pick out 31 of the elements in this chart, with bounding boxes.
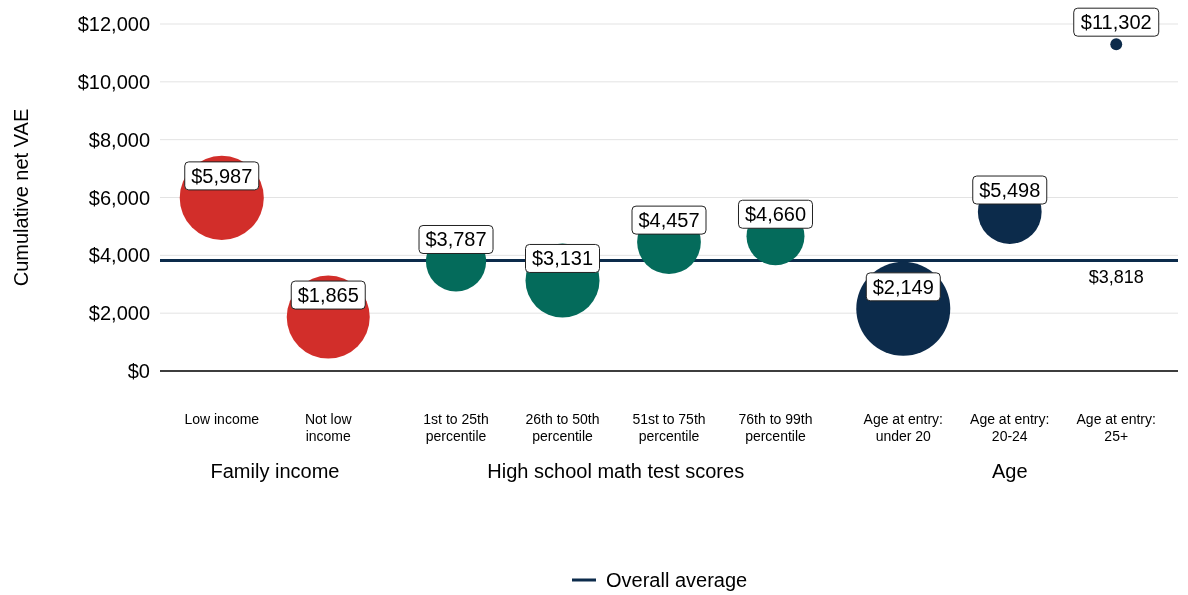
x-tick-label: Low income [184, 411, 260, 427]
y-tick-label: $0 [127, 360, 150, 382]
x-tick-label: Not low income [304, 411, 353, 444]
data-label: $4,660 [744, 203, 807, 226]
y-tick-label: $10,000 [77, 70, 150, 93]
data-label: $3,131 [531, 247, 594, 270]
data-label: $2,149 [872, 275, 934, 298]
y-tick-label: $2,000 [88, 302, 150, 325]
x-tick-label: 26th to 50th percentile [525, 411, 600, 444]
y-tick-label: $6,000 [88, 186, 150, 209]
y-tick-label: $12,000 [77, 13, 150, 35]
x-tick-label: 76th to 99th percentile [738, 411, 813, 444]
data-label: $5,987 [191, 164, 253, 187]
legend-label: Overall average [606, 569, 748, 591]
data-label: $1,865 [297, 284, 359, 307]
data-label: $4,457 [638, 209, 700, 232]
data-label: $11,302 [1080, 11, 1152, 34]
y-tick-label: $8,000 [88, 128, 150, 151]
x-tick-label: Age at entry: 20-24 [970, 411, 1050, 444]
data-label: $5,498 [979, 179, 1041, 202]
text: Age [991, 460, 1028, 482]
text: High school math test scores [487, 460, 745, 482]
y-axis-title: Cumulative net VAE [10, 108, 32, 287]
y-tick-label: $4,000 [88, 244, 150, 267]
text: Family income [210, 460, 340, 482]
x-tick-label: Age at entry: 25+ [1076, 411, 1156, 444]
data-label: $3,787 [425, 228, 487, 251]
x-tick-label: Age at entry: under 20 [863, 411, 943, 444]
x-tick-label: 1st to 25th percentile [423, 411, 489, 444]
x-tick-label: 51st to 75th percentile [632, 411, 706, 444]
annotation: $3,818 [1088, 266, 1144, 287]
